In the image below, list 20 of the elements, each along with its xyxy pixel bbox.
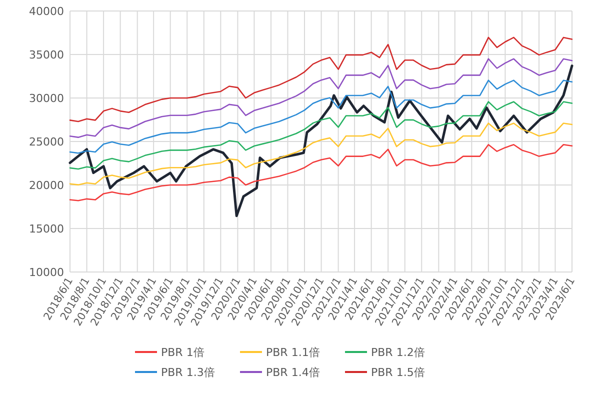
- legend-label: PBR 1倍: [161, 346, 204, 359]
- line-series: [69, 36, 573, 122]
- y-tick-label: 25000: [29, 136, 64, 148]
- y-tick-label: 20000: [29, 179, 64, 192]
- y-tick-label: 35000: [29, 48, 64, 62]
- y-tick-label: 40000: [29, 5, 64, 18]
- legend-label: PBR 1.5倍: [371, 366, 425, 379]
- line-series: [69, 122, 573, 186]
- y-tick-label: 10000: [29, 266, 64, 279]
- line-series: [68, 64, 574, 218]
- line-series: [69, 80, 573, 154]
- legend-label: PBR 1.1倍: [266, 346, 320, 359]
- legend-label: PBR 1.4倍: [266, 366, 320, 379]
- y-tick-label: 15000: [29, 222, 64, 236]
- y-tick-label: 30000: [29, 92, 64, 105]
- line-series: [69, 144, 573, 202]
- legend-label: PBR 1.3倍: [161, 366, 215, 379]
- line-series: [69, 58, 573, 138]
- line-series: [69, 101, 573, 170]
- legend-label: PBR 1.2倍: [371, 346, 425, 359]
